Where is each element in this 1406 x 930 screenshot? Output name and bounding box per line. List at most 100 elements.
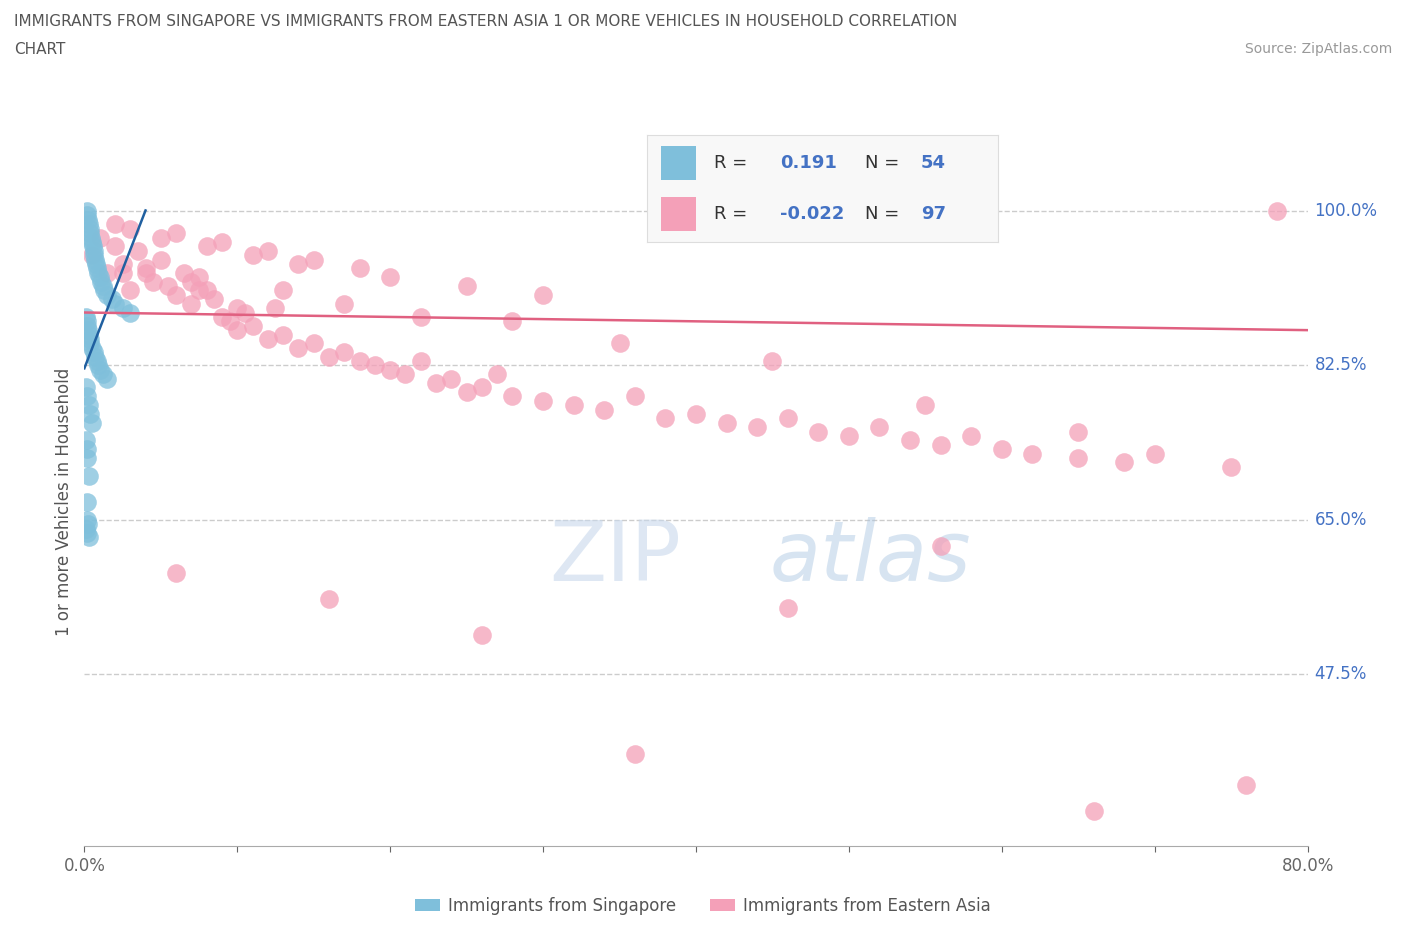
Point (165, 565, 187, 580)
Point (90, 274, 112, 289)
Legend: Immigrants from Singapore, Immigrants from Eastern Asia: Immigrants from Singapore, Immigrants fr… (408, 890, 998, 922)
Point (82, 239, 104, 254)
Point (157, 279, 180, 294)
Point (84, 257, 107, 272)
Point (91, 366, 114, 381)
Point (77, 323, 100, 338)
Text: 97: 97 (921, 205, 946, 223)
Point (101, 292, 124, 307)
Text: ZIP: ZIP (550, 517, 681, 598)
Point (79, 406, 101, 421)
Point (188, 270, 211, 285)
Point (624, 746, 647, 761)
Point (89, 363, 111, 378)
Point (89, 270, 111, 285)
Point (302, 252, 325, 267)
Point (716, 416, 738, 431)
Point (486, 366, 509, 381)
Point (77, 517, 100, 532)
Point (218, 314, 240, 329)
Point (1083, 804, 1105, 818)
Point (80, 234, 103, 249)
Point (807, 424, 830, 439)
Point (1021, 446, 1043, 461)
Point (77, 469, 100, 484)
Point (1220, 459, 1243, 474)
Point (96, 371, 118, 386)
Point (1234, 777, 1257, 792)
Point (76, 389, 98, 404)
Point (776, 601, 799, 616)
Point (79, 221, 101, 236)
Point (776, 411, 799, 426)
Point (929, 437, 952, 452)
Point (76, 525, 98, 540)
Point (318, 591, 340, 606)
Y-axis label: 1 or more Vehicles in Household: 1 or more Vehicles in Household (55, 368, 73, 636)
Point (135, 261, 157, 276)
Point (173, 265, 195, 280)
Point (87, 265, 110, 280)
Point (929, 538, 952, 553)
Point (264, 300, 287, 315)
Point (624, 389, 647, 404)
Text: IMMIGRANTS FROM SINGAPORE VS IMMIGRANTS FROM EASTERN ASIA 1 OR MORE VEHICLES IN : IMMIGRANTS FROM SINGAPORE VS IMMIGRANTS … (14, 14, 957, 29)
Point (531, 393, 554, 408)
Point (104, 239, 127, 254)
Text: N =: N = (865, 205, 898, 223)
Point (165, 287, 187, 302)
FancyBboxPatch shape (661, 197, 696, 232)
Point (226, 300, 249, 315)
Point (142, 274, 165, 289)
Point (471, 380, 494, 395)
Point (75, 521, 97, 536)
Point (111, 300, 134, 315)
Point (1265, 204, 1288, 219)
Point (77, 327, 100, 342)
Point (79, 226, 101, 241)
Point (76, 318, 98, 333)
FancyBboxPatch shape (661, 146, 696, 179)
Point (91, 279, 114, 294)
Point (562, 398, 585, 413)
Point (104, 297, 127, 312)
Point (271, 327, 294, 342)
Point (211, 310, 233, 325)
Point (180, 297, 202, 312)
Point (501, 314, 523, 329)
Point (654, 411, 676, 426)
Point (111, 265, 134, 280)
Point (211, 234, 233, 249)
Point (195, 283, 218, 298)
Point (287, 257, 309, 272)
Point (188, 283, 211, 298)
Point (318, 349, 340, 364)
Point (990, 442, 1012, 457)
Point (89, 230, 111, 245)
Point (180, 274, 202, 289)
Point (149, 252, 172, 267)
Point (898, 433, 921, 448)
Point (202, 292, 225, 307)
Point (456, 279, 478, 294)
Point (685, 406, 707, 421)
Point (80, 230, 103, 245)
Point (111, 257, 134, 272)
Point (80, 416, 103, 431)
Point (287, 340, 309, 355)
Text: 100.0%: 100.0% (1315, 202, 1378, 220)
Point (77, 217, 100, 232)
Point (120, 305, 142, 320)
Text: Source: ZipAtlas.com: Source: ZipAtlas.com (1244, 42, 1392, 56)
Point (471, 627, 494, 642)
Point (120, 283, 142, 298)
Text: 47.5%: 47.5% (1315, 665, 1367, 684)
Point (76, 495, 98, 510)
Point (425, 376, 447, 391)
Point (83, 345, 105, 360)
Point (233, 305, 256, 320)
Point (96, 265, 118, 280)
Point (257, 244, 280, 259)
Point (76, 204, 98, 219)
Point (409, 310, 432, 325)
